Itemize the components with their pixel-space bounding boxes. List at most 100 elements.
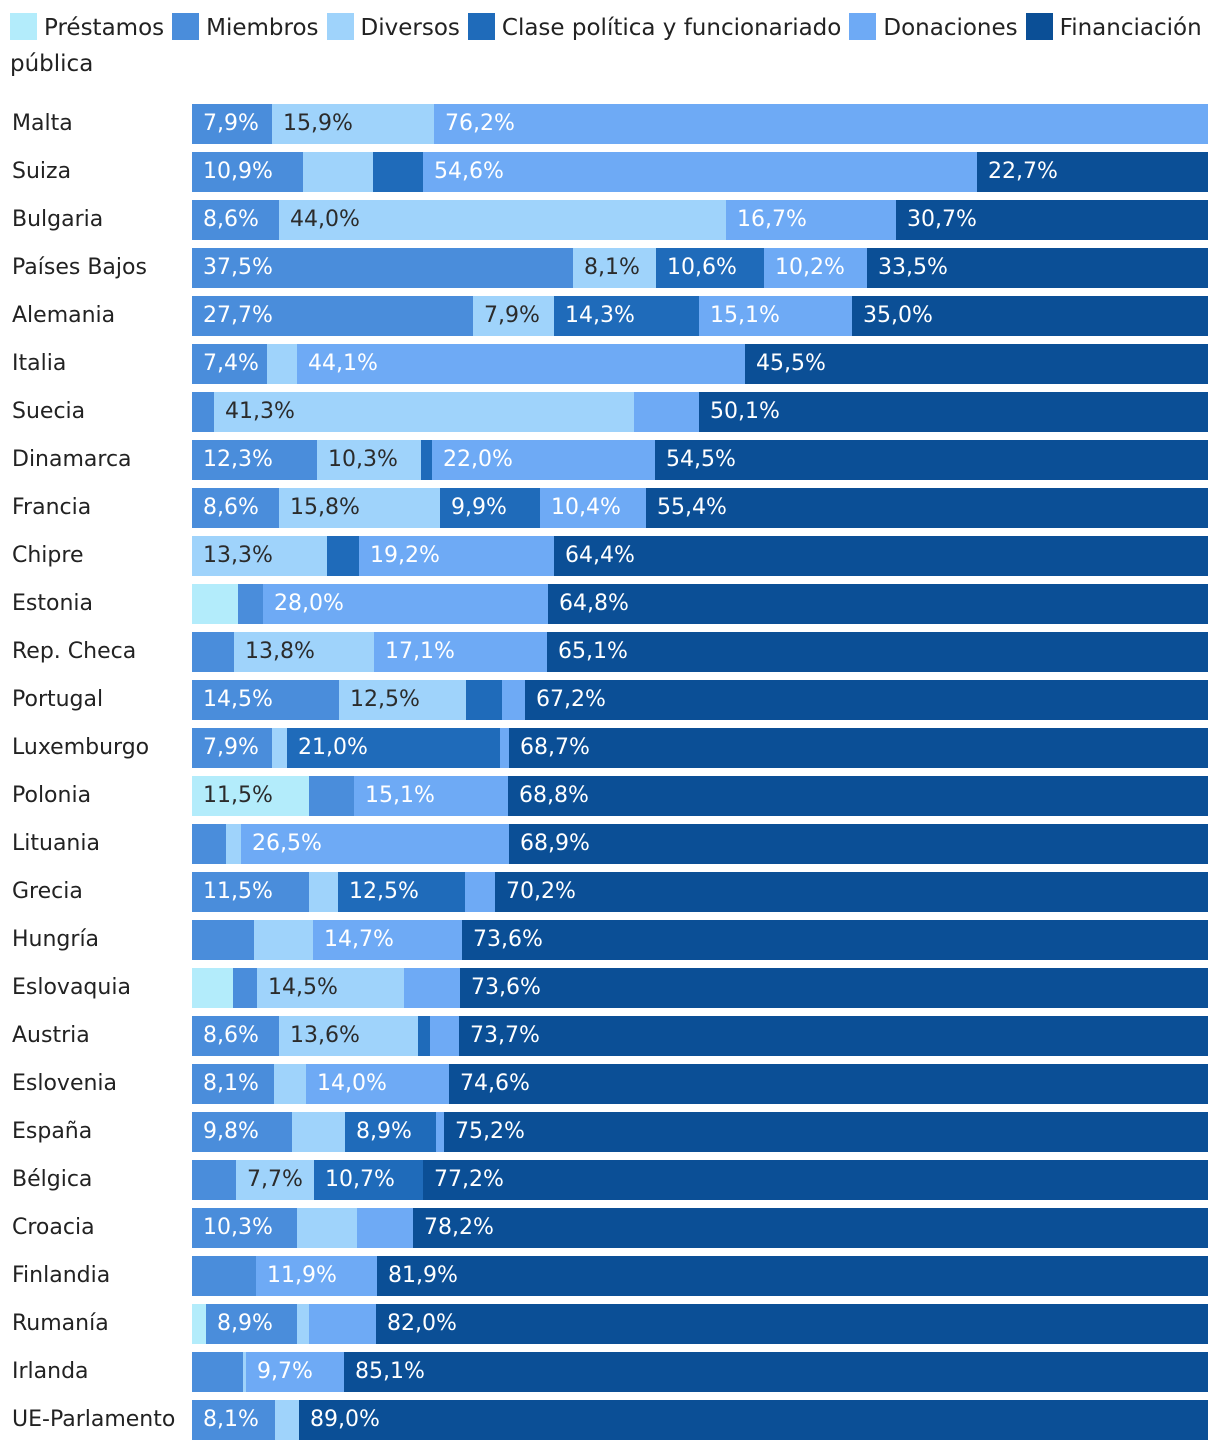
bar-segment-miembros <box>192 344 267 384</box>
bar-segment-clase-politica-y-funcionariado <box>327 536 359 576</box>
bar-segment-clase-politica-y-funcionariado <box>314 1160 423 1200</box>
category-label: Suecia <box>12 399 86 424</box>
category-label: Malta <box>12 111 73 136</box>
bar-row-francia: 8,6% 15,8% 9,9% 10,4% 55,4% <box>192 488 1208 528</box>
bar-segment-diversos <box>279 200 726 240</box>
bar-segment-donaciones <box>436 1112 444 1152</box>
bar-row-rumania: 8,9% 82,0% <box>192 1304 1208 1344</box>
bar-segment-miembros <box>192 1352 243 1392</box>
bar-segment-financiacion-publica <box>509 728 1208 768</box>
bar-segment-diversos <box>236 1160 314 1200</box>
bar-segment-diversos <box>267 344 297 384</box>
bar-row-portugal: 14,5% 12,5% 67,2% <box>192 680 1208 720</box>
bar-segment-miembros <box>192 200 279 240</box>
category-label: Croacia <box>12 1215 95 1240</box>
bar-segment-donaciones <box>313 920 462 960</box>
bar-segment-miembros <box>192 872 309 912</box>
bar-segment-financiacion-publica <box>495 872 1208 912</box>
bar-row-grecia: 11,5% 12,5% 70,2% <box>192 872 1208 912</box>
bar-segment-miembros <box>192 1016 279 1056</box>
category-label: Polonia <box>12 783 92 808</box>
category-label: Rumanía <box>12 1311 109 1336</box>
bar-row-estonia: 28,0% 64,8% <box>192 584 1208 624</box>
bar-row-eslovaquia: 14,5% 73,6% <box>192 968 1208 1008</box>
category-label: UE-Parlamento <box>12 1407 176 1432</box>
bar-segment-donaciones <box>297 344 745 384</box>
bar-segment-diversos <box>292 1112 345 1152</box>
category-label: Eslovaquia <box>12 975 131 1000</box>
bar-segment-donaciones <box>423 152 977 192</box>
bar-segment-prestamos <box>192 776 309 816</box>
bar-row-croacia: 10,3% 78,2% <box>192 1208 1208 1248</box>
bar-segment-miembros <box>192 728 272 768</box>
bar-segment-clase-politica-y-funcionariado <box>373 152 423 192</box>
bar-segment-financiacion-publica <box>462 920 1208 960</box>
bar-segment-diversos <box>279 488 440 528</box>
bar-segment-donaciones <box>404 968 460 1008</box>
bar-segment-diversos <box>297 1208 357 1248</box>
legend-item-financiacion-publica: Financiación pública <box>10 13 1202 77</box>
bar-segment-clase-politica-y-funcionariado <box>421 440 432 480</box>
bar-segment-diversos <box>254 920 313 960</box>
bar-segment-diversos <box>317 440 421 480</box>
bar-row-bulgaria: 8,6% 44,0% 16,7% 30,7% <box>192 200 1208 240</box>
bar-segment-clase-politica-y-funcionariado <box>466 680 502 720</box>
bar-row-finlandia: 11,9% 81,9% <box>192 1256 1208 1296</box>
bar-segment-financiacion-publica <box>852 296 1208 336</box>
bar-segment-miembros <box>192 1256 256 1296</box>
category-label: Austria <box>12 1023 90 1048</box>
bar-segment-donaciones <box>241 824 509 864</box>
bar-segment-donaciones <box>699 296 852 336</box>
bar-segment-donaciones <box>465 872 495 912</box>
bar-segment-diversos <box>214 392 634 432</box>
bar-segment-miembros <box>192 1208 297 1248</box>
bar-segment-miembros <box>233 968 257 1008</box>
legend-item-diversos: Diversos <box>326 13 460 41</box>
bar-segment-donaciones <box>309 1304 376 1344</box>
bar-segment-financiacion-publica <box>460 968 1208 1008</box>
category-label: Finlandia <box>12 1263 111 1288</box>
bar-segment-clase-politica-y-funcionariado <box>440 488 540 528</box>
bar-segment-diversos <box>272 104 434 144</box>
bar-segment-diversos <box>303 152 373 192</box>
chart-legend: Préstamos Miembros Diversos Clase política … <box>10 10 1210 82</box>
bar-segment-miembros <box>309 776 354 816</box>
legend-swatch-diversos <box>326 13 354 40</box>
bar-segment-financiacion-publica <box>547 632 1208 672</box>
bar-segment-miembros <box>192 440 317 480</box>
bar-segment-financiacion-publica <box>376 1304 1208 1344</box>
bar-segment-diversos <box>272 728 287 768</box>
bar-segment-prestamos <box>192 968 233 1008</box>
bar-segment-financiacion-publica <box>508 776 1208 816</box>
bar-segment-diversos <box>473 296 554 336</box>
category-label: Alemania <box>12 303 116 328</box>
bar-segment-financiacion-publica <box>444 1112 1208 1152</box>
bar-segment-diversos <box>192 536 327 576</box>
category-label: Irlanda <box>12 1359 89 1384</box>
bar-segment-miembros <box>192 680 339 720</box>
bar-segment-financiacion-publica <box>525 680 1208 720</box>
bar-segment-prestamos <box>192 584 238 624</box>
category-label: Hungría <box>12 927 100 952</box>
bar-segment-diversos <box>274 1064 306 1104</box>
category-label: Italia <box>12 351 67 376</box>
bar-row-chipre: 13,3% 19,2% 64,4% <box>192 536 1208 576</box>
category-label: Portugal <box>12 687 104 712</box>
bar-segment-miembros <box>192 152 303 192</box>
category-label: España <box>12 1119 93 1144</box>
legend-swatch-clase-politica-y-funcionariado <box>467 13 495 40</box>
bar-segment-donaciones <box>306 1064 449 1104</box>
category-label: Eslovenia <box>12 1071 118 1096</box>
bar-segment-clase-politica-y-funcionariado <box>345 1112 436 1152</box>
legend-swatch-prestamos <box>10 13 37 40</box>
bar-row-polonia: 11,5% 15,1% 68,8% <box>192 776 1208 816</box>
bar-row-paises-bajos: 37,5% 8,1% 10,6% 10,2% 33,5% <box>192 248 1208 288</box>
bar-segment-donaciones <box>359 536 554 576</box>
bar-segment-donaciones <box>430 1016 459 1056</box>
bar-segment-financiacion-publica <box>896 200 1208 240</box>
category-label: Chipre <box>12 543 84 568</box>
bar-row-suecia: 41,3% 50,1% <box>192 392 1208 432</box>
legend-label-clase-politica-y-funcionariado: Clase política y funcionariado <box>501 15 842 41</box>
category-label: Lituania <box>12 831 100 856</box>
bar-segment-miembros <box>192 296 473 336</box>
